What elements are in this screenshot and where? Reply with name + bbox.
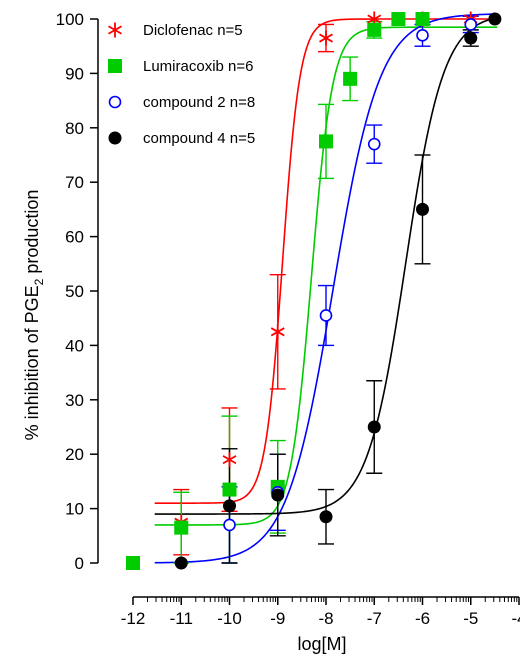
data-point-series-3 <box>271 488 285 502</box>
data-point-series-3 <box>416 202 429 216</box>
y-tick-label: 70 <box>65 173 84 192</box>
legend-label-3: compound 4 n=5 <box>143 130 255 147</box>
data-point-series-1 <box>415 12 430 26</box>
asterisk-stroke <box>367 14 382 24</box>
axes: 0 10 20 30 40 50 60 70 80 90 100 -12 -11 -10 -9 -8 -7 -6… <box>56 10 520 628</box>
data-point-series-2 <box>367 137 381 151</box>
data-point-series-3 <box>367 420 381 434</box>
x-tick-label: -9 <box>270 609 285 628</box>
y-axis-title-rest: production <box>22 190 42 279</box>
data-point-series-1 <box>367 22 382 37</box>
y-axis-title-subscript: 2 <box>32 278 46 285</box>
asterisk-stroke <box>108 25 122 35</box>
data-point-series-1 <box>174 520 189 535</box>
data-point-series-2 <box>416 29 429 42</box>
x-tick-label: -4 <box>511 609 520 628</box>
data-points <box>126 11 502 570</box>
data-point-series-1 <box>319 134 333 149</box>
y-tick-label: 60 <box>65 228 84 247</box>
data-point-series-3 <box>464 31 478 45</box>
x-tick-label: -10 <box>217 609 242 628</box>
legend: Diclofenac n=5 Lumiracoxib n=6 compound 2 … <box>108 22 255 147</box>
x-tick-label: -6 <box>415 609 430 628</box>
legend-label-1: Lumiracoxib n=6 <box>143 58 253 75</box>
asterisk-stroke <box>319 33 333 43</box>
asterisk-stroke <box>270 327 285 337</box>
y-tick-label: 10 <box>65 500 84 519</box>
data-point-series-2 <box>223 518 236 532</box>
data-point-series-1 <box>343 71 358 86</box>
x-tick-label: -8 <box>318 609 333 628</box>
data-point-series-3 <box>174 556 188 570</box>
fit-curve-series-3 <box>154 16 498 515</box>
data-point-series-1 <box>222 482 237 497</box>
legend-marker-1 <box>108 59 122 73</box>
legend-marker-3 <box>108 131 122 145</box>
y-tick-label: 40 <box>65 336 84 355</box>
data-point-series-3 <box>488 12 502 26</box>
data-point-series-3 <box>319 510 333 524</box>
data-point-series-2 <box>319 309 333 322</box>
y-axis-title: % inhibition of PGE2 production <box>22 190 46 441</box>
data-point-series-3 <box>223 499 236 513</box>
data-point-series-0 <box>270 324 285 340</box>
y-tick-label: 0 <box>75 554 84 573</box>
y-tick-label: 80 <box>65 119 84 138</box>
data-point-series-1 <box>126 556 140 570</box>
data-point-series-0 <box>319 30 333 46</box>
y-tick-label: 100 <box>56 10 84 29</box>
data-point-series-2 <box>464 18 478 31</box>
data-point-series-1 <box>391 12 406 26</box>
y-tick-label: 90 <box>65 64 84 83</box>
legend-label-2: compound 2 n=8 <box>143 94 255 111</box>
y-tick-label: 30 <box>65 391 84 410</box>
fit-curve-series-0 <box>154 18 498 504</box>
data-point-series-0 <box>222 452 237 468</box>
legend-marker-2 <box>108 95 122 109</box>
y-tick-label: 50 <box>65 282 84 301</box>
x-tick-label: -12 <box>121 609 146 628</box>
x-tick-label: -11 <box>170 609 193 628</box>
x-axis-title: log[M] <box>297 634 346 654</box>
y-axis-title-main: % inhibition of PGE <box>22 285 42 440</box>
y-tick-label: 20 <box>65 445 84 464</box>
legend-marker-0 <box>108 22 122 38</box>
x-ticks: -12 -11 -10 -9 -8 -7 -6 -5 -4 <box>121 597 520 628</box>
y-ticks: 0 10 20 30 40 50 60 70 80 90 100 <box>56 10 98 573</box>
x-tick-label: -7 <box>367 609 382 628</box>
legend-label-0: Diclofenac n=5 <box>143 22 243 39</box>
x-tick-label: -5 <box>463 609 478 628</box>
asterisk-stroke <box>222 455 237 465</box>
